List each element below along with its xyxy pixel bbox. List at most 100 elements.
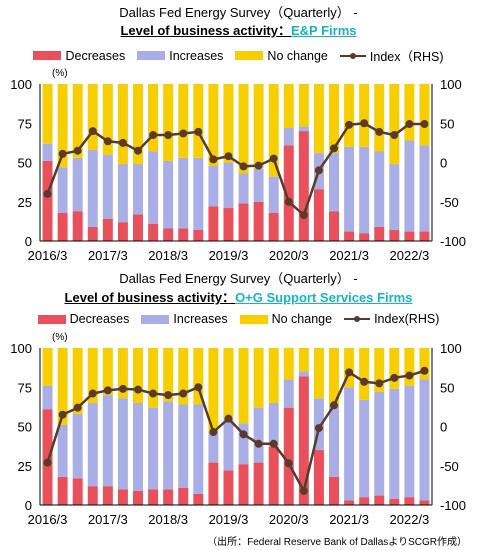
- c2-index-point: [405, 371, 414, 380]
- c1-bar-decreases: [87, 226, 98, 241]
- c2-x-tick: 2018/3: [148, 512, 188, 527]
- c1-bar-no-change: [72, 84, 83, 158]
- c1-index-point: [330, 144, 338, 153]
- c1-bar-decreases: [374, 226, 385, 241]
- c2-bar-no-change: [133, 348, 143, 403]
- c2-bar-no-change: [344, 348, 355, 388]
- legend2-decreases: Decreases: [37, 312, 129, 326]
- c1-bar-decreases: [298, 131, 309, 241]
- c2-left-tick: 25: [18, 459, 32, 474]
- c2-index-point: [149, 389, 158, 398]
- c2-bar-increases: [87, 402, 98, 487]
- c2-bar-increases: [57, 424, 68, 477]
- c2-bar-increases: [178, 404, 189, 488]
- c2-bar-no-change: [117, 348, 128, 399]
- c1-bar-increases: [117, 164, 128, 223]
- c2-bar-no-change: [419, 348, 430, 380]
- c2-bar-increases: [193, 404, 204, 495]
- c1-bar-increases: [329, 153, 339, 212]
- c2-index-point: [314, 424, 323, 433]
- chart1-plot: (%) 0 25 50 75 100 -100 -50 0 50 100 2016/3 2017/3 20…: [10, 68, 466, 263]
- legend-no-change-swatch: [235, 51, 264, 60]
- c2-right-tick: -100: [440, 498, 466, 513]
- c1-bar-no-change: [359, 84, 370, 147]
- c1-left-tick: 100: [10, 77, 32, 92]
- c2-bar-increases: [102, 395, 113, 487]
- c1-index-point: [360, 119, 369, 128]
- chart1-title-line1: Dallas Fed Energy Survey（Quarterly） -: [0, 2, 477, 21]
- c1-bar-no-change: [117, 84, 128, 165]
- c2-bar-decreases: [329, 476, 339, 505]
- chart1-title-highlight: E&P Firms: [291, 23, 357, 38]
- c2-left-unit: (%): [52, 332, 68, 343]
- legend2-index: Index(RHS): [344, 312, 439, 326]
- c1-bar-no-change: [87, 84, 98, 150]
- c2-bar-increases: [329, 404, 339, 477]
- c1-bar-no-change: [329, 84, 339, 154]
- c1-bar-increases: [193, 157, 204, 231]
- c1-bar-decreases: [329, 211, 339, 241]
- c1-bar-no-change: [178, 84, 189, 158]
- c2-bar-decreases: [208, 462, 219, 505]
- c1-bar-no-change: [253, 84, 264, 169]
- c1-right-tick: -50: [440, 195, 459, 210]
- c1-bar-increases: [87, 149, 98, 227]
- c1-bar-no-change: [163, 84, 174, 161]
- legend2-no-change-swatch: [239, 314, 268, 324]
- c1-bar-decreases: [268, 212, 279, 241]
- legend2-increases-label: Increases: [173, 312, 228, 326]
- c1-right-tick: -100: [440, 234, 466, 249]
- c2-index-point: [390, 373, 399, 382]
- c1-bar-no-change: [208, 84, 219, 166]
- c2-bar-decreases: [359, 497, 370, 505]
- c1-bar-no-change: [374, 84, 385, 152]
- c2-x-tick: 2017/3: [88, 512, 128, 527]
- c1-bar-decreases: [208, 206, 219, 241]
- c1-bar-decreases: [72, 211, 83, 241]
- c2-bar-no-change: [374, 348, 385, 392]
- c1-bar-decreases: [359, 233, 370, 241]
- legend-increases: Increases: [137, 49, 223, 63]
- c2-bar-no-change: [253, 348, 264, 408]
- c1-bar-decreases: [313, 189, 324, 241]
- c2-bar-no-change: [404, 348, 415, 386]
- c1-index-point: [164, 131, 173, 140]
- c2-bar-increases: [208, 431, 219, 463]
- c1-bar-no-change: [57, 84, 68, 168]
- c1-x-tick: 2017/3: [88, 248, 128, 263]
- legend-increases-swatch: [137, 51, 166, 60]
- legend2-increases-swatch: [141, 314, 170, 324]
- c1-index-point: [43, 189, 52, 198]
- c2-bar-increases: [374, 391, 385, 496]
- c1-bar-decreases: [148, 223, 159, 241]
- c1-bar-increases: [344, 146, 355, 232]
- c1-bar-decreases: [283, 145, 294, 241]
- c1-index-point: [284, 197, 293, 206]
- c1-bar-decreases: [163, 228, 174, 241]
- c2-bar-decreases: [148, 489, 159, 505]
- c2-bar-no-change: [359, 348, 370, 400]
- c1-index-point: [73, 146, 82, 155]
- c2-bar-no-change: [238, 348, 249, 424]
- c2-bar-decreases: [374, 495, 385, 505]
- c1-bar-no-change: [133, 84, 143, 165]
- c2-index-point: [194, 383, 203, 392]
- c1-bar-no-change: [344, 84, 355, 147]
- c2-index-point: [239, 430, 248, 439]
- c2-x-tick: 2022/3: [390, 512, 430, 527]
- c1-bar-increases: [298, 126, 309, 132]
- c1-bar-decreases: [344, 231, 355, 241]
- c1-bar-increases: [374, 151, 385, 227]
- c1-index-point: [209, 155, 218, 164]
- c2-bar-increases: [238, 423, 249, 465]
- c2-bar-decreases: [133, 490, 143, 505]
- c2-x-tick: 2020/3: [269, 512, 309, 527]
- c2-index-point: [224, 414, 233, 423]
- c1-x-tick: 2018/3: [148, 248, 188, 263]
- c2-bar-decreases: [57, 476, 68, 505]
- c1-bar-decreases: [57, 212, 68, 241]
- c2-bar-decreases: [419, 500, 430, 505]
- c1-index-point: [194, 127, 203, 136]
- c1-x-tick: 2019/3: [209, 248, 249, 263]
- c2-bar-decreases: [223, 470, 234, 505]
